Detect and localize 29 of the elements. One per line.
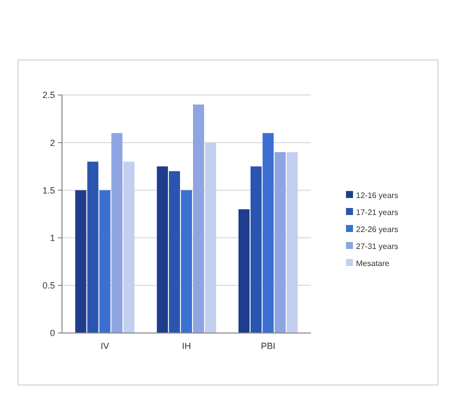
bar — [180, 190, 192, 333]
bar — [123, 162, 135, 333]
y-tick-label: 1 — [50, 232, 55, 243]
bar — [193, 104, 204, 333]
x-tick-label: PBI — [260, 341, 276, 351]
bar — [75, 190, 86, 333]
bar — [205, 142, 216, 333]
bar — [111, 133, 122, 333]
legend-label: 17-21 years — [356, 208, 398, 217]
bar — [87, 162, 98, 333]
bar — [250, 166, 262, 333]
bar — [156, 166, 168, 333]
bar — [168, 171, 180, 333]
y-tick-label: 2 — [50, 138, 55, 148]
y-tick-label: 0 — [50, 328, 55, 338]
y-tick-label: 2.5 — [42, 90, 55, 100]
bar — [274, 152, 286, 333]
bar — [238, 209, 250, 333]
legend-label: 12-16 years — [356, 190, 398, 200]
legend-label: 27-31 years — [356, 242, 398, 251]
x-tick-label: IV — [100, 341, 110, 351]
bar — [286, 152, 298, 333]
legend-label: 22-26 years — [356, 224, 398, 234]
legend-label: Mesatare — [356, 258, 390, 268]
y-tick-label: 0.5 — [42, 280, 55, 291]
bar — [262, 133, 274, 333]
x-tick-label: IH — [182, 341, 191, 351]
bar — [99, 190, 110, 333]
y-tick-label: 1.5 — [42, 185, 55, 196]
